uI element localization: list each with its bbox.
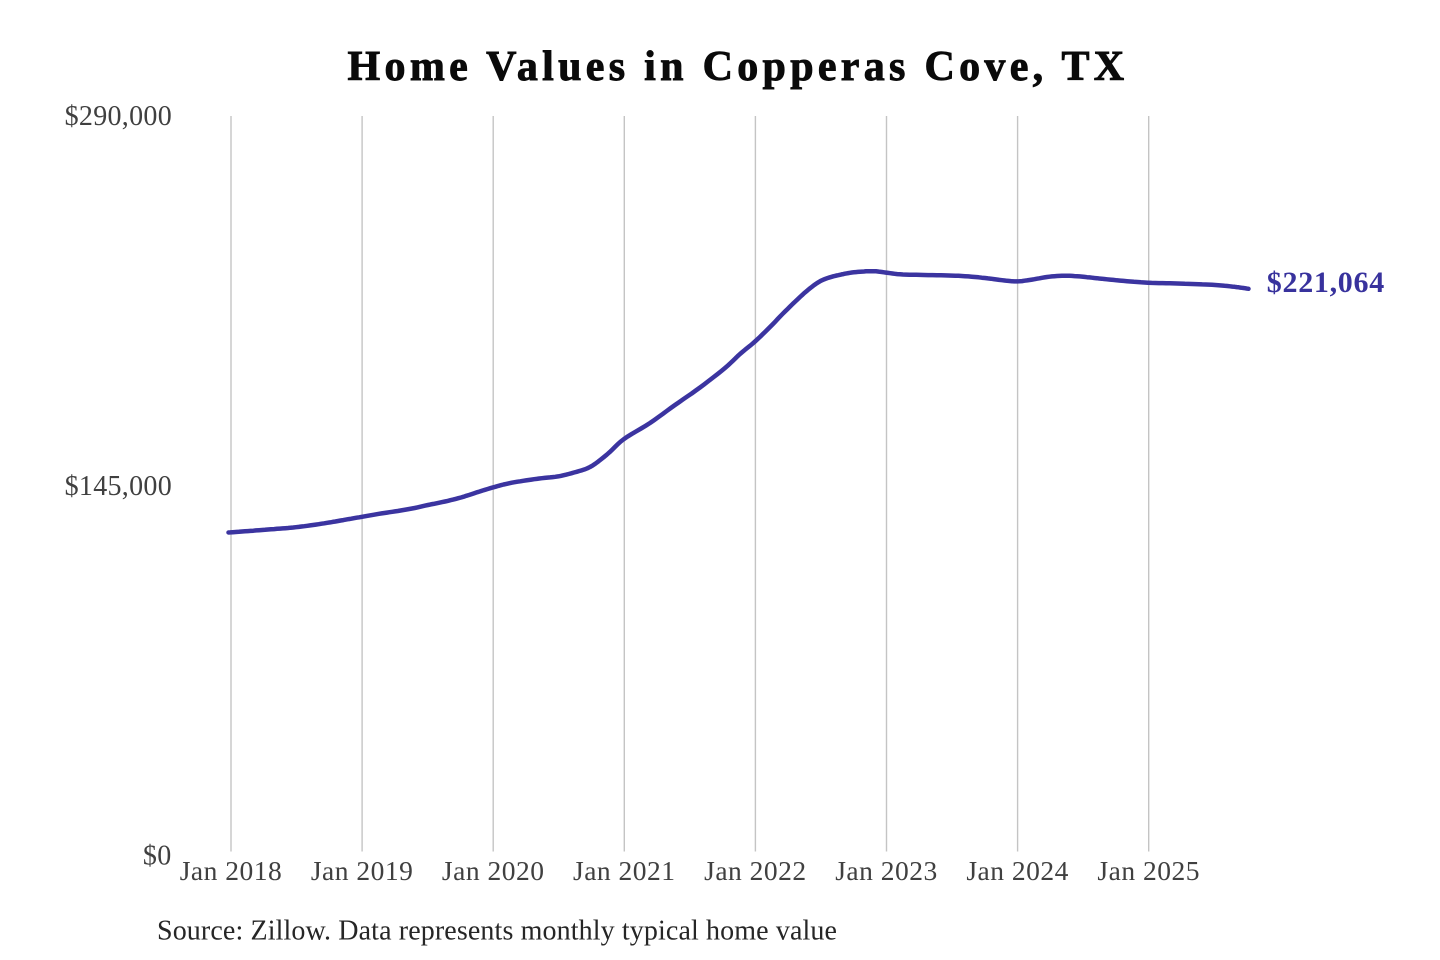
svg-text:$0: $0 [143,841,172,872]
svg-text:Jan 2020: Jan 2020 [442,855,545,886]
svg-text:Jan 2025: Jan 2025 [1097,855,1200,886]
svg-text:Jan 2023: Jan 2023 [835,855,938,886]
svg-text:$145,000: $145,000 [65,471,172,502]
svg-text:$221,064: $221,064 [1267,266,1385,299]
svg-text:Source: Zillow. Data represent: Source: Zillow. Data represents monthly … [157,916,837,947]
svg-text:Jan 2022: Jan 2022 [704,855,807,886]
svg-text:Jan 2018: Jan 2018 [180,855,283,886]
svg-text:Home Values in Copperas Cove,: Home Values in Copperas Cove, TX [348,44,1129,90]
svg-text:Jan 2024: Jan 2024 [966,855,1069,886]
svg-text:Jan 2019: Jan 2019 [311,855,414,886]
svg-text:$290,000: $290,000 [65,101,172,132]
svg-text:Jan 2021: Jan 2021 [573,855,676,886]
